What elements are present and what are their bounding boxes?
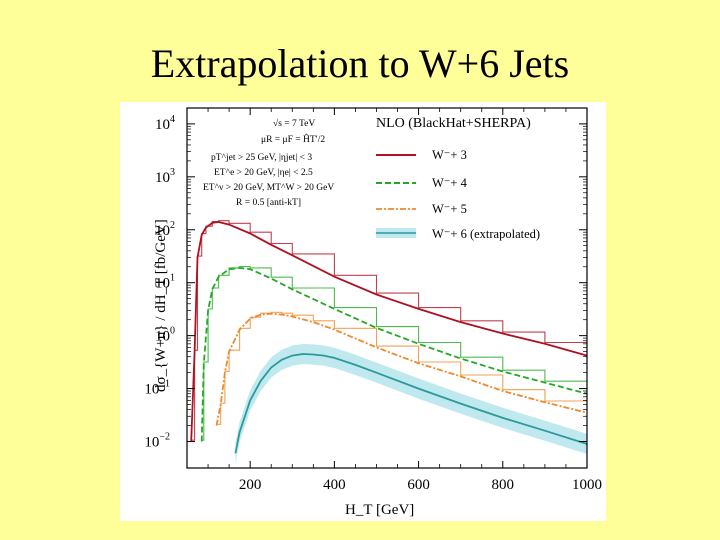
legend: W⁻+ 3 W⁻+ 4 W⁻+ 5 W⁻+ 6 (extrapolated) [376,148,540,241]
legend-label-w6: W⁻+ 6 (extrapolated) [432,227,540,241]
y-tick-exponent: 0 [170,326,175,337]
cut-line-6: R = 0.5 [anti-kT] [236,198,301,208]
x-axis-label: H_T [GeV] [345,502,414,518]
cut-line-5: ET^ν > 20 GeV, MT^W > 20 GeV [203,183,334,193]
y-tick-exponent: 4 [170,114,175,125]
y-tick-exponent: −1 [159,379,170,390]
series-line-3 [234,353,588,454]
legend-label-w5: W⁻+ 5 [432,202,467,216]
y-tick-label: 101 [155,273,175,292]
cut-line-3: pT^jet > 25 GeV, |ηjet| < 3 [211,153,312,163]
y-tick-exponent: 2 [170,220,175,231]
chart-title: NLO (BlackHat+SHERPA) [376,116,531,131]
legend-label-w3: W⁻+ 3 [432,148,467,162]
series-lines [190,220,588,454]
series-line-1 [200,266,588,442]
x-tick-label-800: 800 [492,477,514,493]
cuts-annotation: √s = 7 TeV μR = μF = ĤT′/2 pT^jet > 25 G… [203,118,334,208]
y-tick-exponent: 1 [170,273,175,284]
cut-line-2: μR = μF = ĤT′/2 [261,133,325,145]
legend-label-w4: W⁻+ 4 [432,176,468,190]
y-axis-label: dσ_{W+n} / dH_T [fb/GeV] [153,219,169,392]
cut-line-1: √s = 7 TeV [273,118,315,129]
x-tick-label-200: 200 [239,477,262,493]
y-tick-label: 103 [155,167,175,186]
y-tick-exponent: 3 [170,167,175,178]
series-band-w6 [235,343,587,464]
chart-figure: 200 400 600 800 1000 10−2 10−1 100 101 102 103 104… [120,102,606,521]
y-tick-label: 104 [155,114,175,133]
series-line-2 [215,312,588,426]
series-steps-0 [191,220,587,441]
chart-svg: 200 400 600 800 1000 10−210−1100101102103104… [144,107,602,518]
uncertainty-bands [235,343,587,464]
x-tick-label-600: 600 [407,477,430,493]
series-steps-1 [201,266,587,441]
x-tick-label-400: 400 [323,477,346,493]
series-line-0 [190,221,588,442]
x-ticks: 200 400 600 800 1000 [207,108,602,493]
y-tick-label: 10−2 [144,432,170,451]
slide-title: Extrapolation to W+6 Jets [150,41,570,86]
y-tick-label: 100 [155,326,175,345]
y-tick-exponent: −2 [159,432,170,443]
y-tick-label: 102 [155,220,175,239]
cut-line-4: ET^e > 20 GeV, |ηe| < 2.5 [214,168,313,178]
series-steps-2 [216,311,587,425]
y-tick-label: 10−1 [144,379,170,398]
x-tick-label-1000: 1000 [572,477,602,493]
